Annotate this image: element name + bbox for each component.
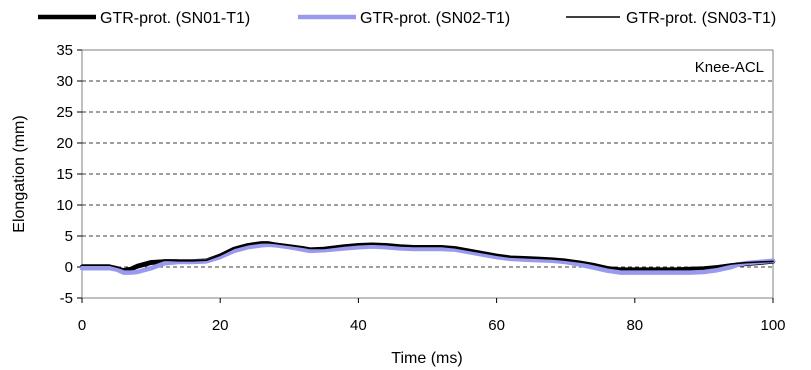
x-axis-title: Time (ms) [391,350,462,367]
legend-label-1: GTR-prot. (SN01-T1) [100,10,250,27]
y-tick-label: 10 [56,197,73,214]
chart-annotation: Knee-ACL [695,59,764,76]
x-tick-label: 60 [488,317,505,334]
y-tick-label: 35 [56,42,73,59]
y-axis-title: Elongation (mm) [11,115,28,232]
legend-label-3: GTR-prot. (SN03-T1) [626,10,776,27]
x-tick-label: 40 [350,317,367,334]
y-tick-label: 20 [56,135,73,152]
x-tick-label: 80 [626,317,643,334]
y-tick-label: 0 [65,259,73,276]
y-tick-label: 5 [65,228,73,245]
legend: GTR-prot. (SN01-T1) GTR-prot. (SN02-T1) GT… [38,10,776,27]
x-tick-label: 20 [212,317,229,334]
y-tick-label: -5 [60,290,73,307]
legend-label-2: GTR-prot. (SN02-T1) [360,10,510,27]
x-tick-label: 100 [760,317,785,334]
y-tick-label: 30 [56,73,73,90]
x-tick-label: 0 [78,317,86,334]
x-axis-ticks: 0 20 40 60 80 100 [78,298,786,334]
gridlines [82,80,773,268]
series-line-3 [81,242,774,270]
y-tick-label: 15 [56,166,73,183]
series-layer [79,241,776,275]
y-axis-ticks: -5 0 5 10 15 20 25 30 35 [56,42,82,307]
y-tick-label: 25 [56,104,73,121]
series-line-2 [79,242,776,275]
